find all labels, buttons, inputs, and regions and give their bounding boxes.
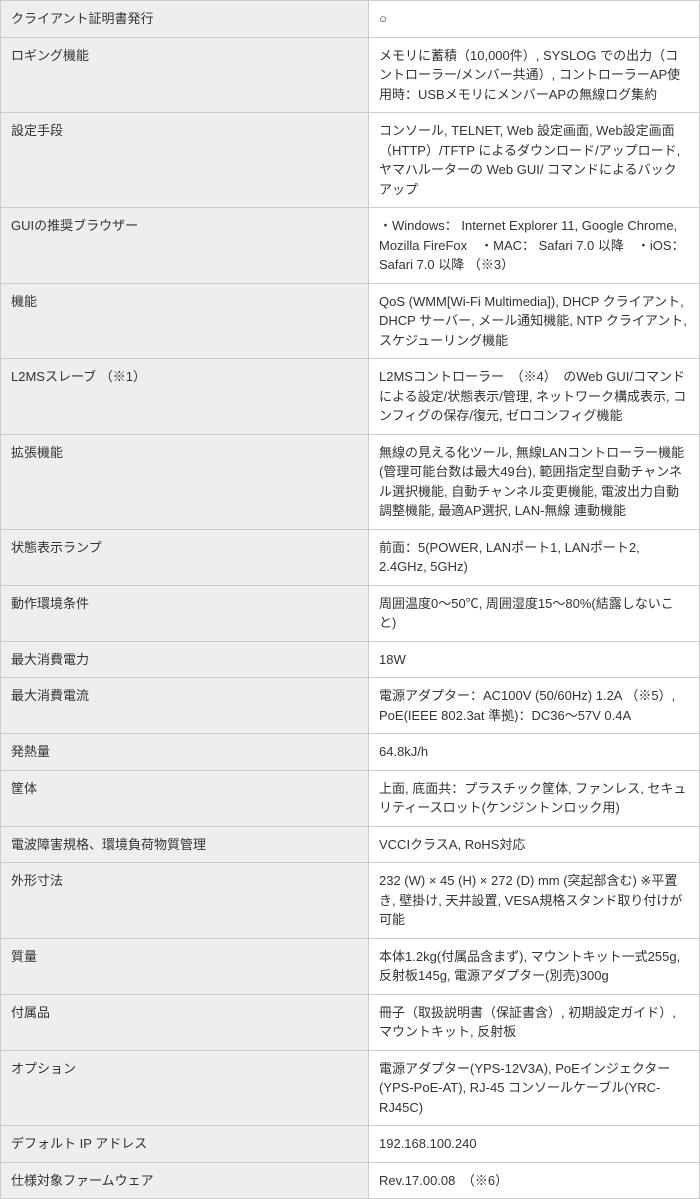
table-row: 電波障害規格、環境負荷物質管理VCCIクラスA, RoHS対応 <box>1 826 700 863</box>
spec-value: 上面, 底面共：プラスチック筐体, ファンレス, セキュリティースロット(ケンジ… <box>369 770 700 826</box>
spec-label: 最大消費電力 <box>1 641 369 678</box>
spec-value: L2MSコントローラー （※4） のWeb GUI/コマンドによる設定/状態表示… <box>369 359 700 435</box>
table-row: 質量本体1.2kg(付属品含まず), マウントキット一式255g, 反射板145… <box>1 938 700 994</box>
spec-value: 192.168.100.240 <box>369 1126 700 1163</box>
spec-label: 設定手段 <box>1 113 369 208</box>
spec-value: 冊子（取扱説明書（保証書含）, 初期設定ガイド）, マウントキット, 反射板 <box>369 994 700 1050</box>
spec-value: ○ <box>369 1 700 38</box>
table-row: 設定手段コンソール, TELNET, Web 設定画面, Web設定画面（HTT… <box>1 113 700 208</box>
spec-label: L2MSスレーブ （※1） <box>1 359 369 435</box>
table-row: 最大消費電力18W <box>1 641 700 678</box>
table-row: 機能QoS (WMM[Wi-Fi Multimedia]), DHCP クライア… <box>1 283 700 359</box>
spec-label: 発熱量 <box>1 734 369 771</box>
table-row: ロギング機能メモリに蓄積（10,000件）, SYSLOG での出力（コントロー… <box>1 37 700 113</box>
spec-value: VCCIクラスA, RoHS対応 <box>369 826 700 863</box>
spec-label: 仕様対象ファームウェア <box>1 1162 369 1199</box>
table-row: 外形寸法232 (W) × 45 (H) × 272 (D) mm (突起部含む… <box>1 863 700 939</box>
spec-label: クライアント証明書発行 <box>1 1 369 38</box>
table-row: 仕様対象ファームウェアRev.17.00.08 （※6） <box>1 1162 700 1199</box>
spec-value: 前面：5(POWER, LANポート1, LANポート2, 2.4GHz, 5G… <box>369 529 700 585</box>
spec-label: 最大消費電流 <box>1 678 369 734</box>
table-row: GUIの推奨ブラウザー・Windows： Internet Explorer 1… <box>1 208 700 284</box>
spec-label: 動作環境条件 <box>1 585 369 641</box>
spec-value: 電源アダプター：AC100V (50/60Hz) 1.2A （※5）, PoE(… <box>369 678 700 734</box>
table-row: 付属品冊子（取扱説明書（保証書含）, 初期設定ガイド）, マウントキット, 反射… <box>1 994 700 1050</box>
spec-label: オプション <box>1 1050 369 1126</box>
spec-label: 電波障害規格、環境負荷物質管理 <box>1 826 369 863</box>
table-row: 筐体上面, 底面共：プラスチック筐体, ファンレス, セキュリティースロット(ケ… <box>1 770 700 826</box>
spec-value: QoS (WMM[Wi-Fi Multimedia]), DHCP クライアント… <box>369 283 700 359</box>
spec-table: クライアント証明書発行○ロギング機能メモリに蓄積（10,000件）, SYSLO… <box>0 0 700 1199</box>
spec-value: 18W <box>369 641 700 678</box>
spec-value: Rev.17.00.08 （※6） <box>369 1162 700 1199</box>
spec-label: 付属品 <box>1 994 369 1050</box>
spec-label: ロギング機能 <box>1 37 369 113</box>
table-row: デフォルト IP アドレス192.168.100.240 <box>1 1126 700 1163</box>
table-row: 動作環境条件周囲温度0～50℃, 周囲湿度15～80%(結露しないこと) <box>1 585 700 641</box>
spec-label: 筐体 <box>1 770 369 826</box>
spec-value: 無線の見える化ツール, 無線LANコントローラー機能(管理可能台数は最大49台)… <box>369 434 700 529</box>
spec-value: 周囲温度0～50℃, 周囲湿度15～80%(結露しないこと) <box>369 585 700 641</box>
table-row: L2MSスレーブ （※1）L2MSコントローラー （※4） のWeb GUI/コ… <box>1 359 700 435</box>
table-row: 最大消費電流電源アダプター：AC100V (50/60Hz) 1.2A （※5）… <box>1 678 700 734</box>
table-row: 状態表示ランプ前面：5(POWER, LANポート1, LANポート2, 2.4… <box>1 529 700 585</box>
spec-label: デフォルト IP アドレス <box>1 1126 369 1163</box>
spec-label: 質量 <box>1 938 369 994</box>
spec-label: 外形寸法 <box>1 863 369 939</box>
table-row: 拡張機能無線の見える化ツール, 無線LANコントローラー機能(管理可能台数は最大… <box>1 434 700 529</box>
spec-value: ・Windows： Internet Explorer 11, Google C… <box>369 208 700 284</box>
spec-label: 状態表示ランプ <box>1 529 369 585</box>
spec-label: GUIの推奨ブラウザー <box>1 208 369 284</box>
spec-value: 64.8kJ/h <box>369 734 700 771</box>
table-row: 発熱量64.8kJ/h <box>1 734 700 771</box>
spec-value: メモリに蓄積（10,000件）, SYSLOG での出力（コントローラー/メンバ… <box>369 37 700 113</box>
spec-value: 232 (W) × 45 (H) × 272 (D) mm (突起部含む) ※平… <box>369 863 700 939</box>
spec-label: 機能 <box>1 283 369 359</box>
spec-table-body: クライアント証明書発行○ロギング機能メモリに蓄積（10,000件）, SYSLO… <box>1 1 700 1199</box>
spec-value: 本体1.2kg(付属品含まず), マウントキット一式255g, 反射板145g,… <box>369 938 700 994</box>
table-row: クライアント証明書発行○ <box>1 1 700 38</box>
spec-value: 電源アダプター(YPS-12V3A), PoEインジェクター(YPS-PoE-A… <box>369 1050 700 1126</box>
table-row: オプション電源アダプター(YPS-12V3A), PoEインジェクター(YPS-… <box>1 1050 700 1126</box>
spec-value: コンソール, TELNET, Web 設定画面, Web設定画面（HTTP）/T… <box>369 113 700 208</box>
spec-label: 拡張機能 <box>1 434 369 529</box>
